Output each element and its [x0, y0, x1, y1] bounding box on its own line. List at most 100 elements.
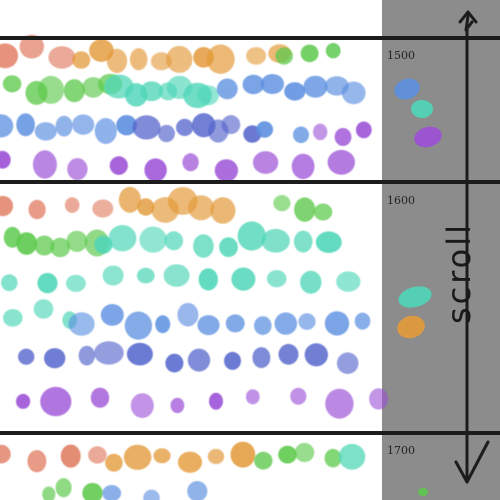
event-dot [354, 312, 371, 330]
event-dot [164, 231, 184, 251]
event-dot [132, 115, 161, 140]
event-dot [170, 397, 185, 414]
event-dot [355, 121, 372, 139]
event-dot [72, 114, 95, 135]
event-dot [0, 150, 11, 169]
event-dot [165, 353, 184, 373]
year-marker-1700: 1700 [387, 444, 415, 457]
event-dot [0, 195, 14, 217]
event-dot [256, 121, 274, 138]
event-dot [123, 444, 152, 470]
event-dot [130, 393, 154, 418]
event-dot [315, 231, 342, 253]
event-dot [158, 124, 175, 143]
event-dot [129, 48, 148, 71]
event-dot [105, 453, 123, 472]
event-dot [209, 392, 223, 410]
event-dot [82, 482, 103, 500]
event-dot [210, 197, 236, 224]
event-dot [246, 47, 267, 65]
event-dot [155, 315, 171, 334]
event-dot [37, 75, 65, 104]
event-dot [126, 342, 153, 366]
event-dot [290, 387, 307, 405]
event-dot [1, 274, 18, 292]
event-dot [42, 486, 56, 500]
event-dot [68, 312, 95, 336]
event-dot [72, 51, 91, 69]
panel-blobs [394, 78, 442, 496]
event-dot [66, 230, 88, 252]
event-dot [188, 195, 215, 221]
event-dot [336, 352, 359, 375]
event-dot [298, 313, 316, 330]
event-dot [37, 272, 58, 294]
event-dot [48, 46, 76, 69]
event-dot [294, 442, 315, 463]
event-dot [253, 316, 272, 335]
event-dot [27, 450, 47, 473]
event-dot [102, 265, 124, 286]
event-dot [89, 39, 114, 62]
event-dot [116, 115, 137, 136]
event-dot [369, 388, 389, 410]
event-dot [78, 345, 96, 366]
year-marker-1600: 1600 [387, 194, 415, 207]
event-dot [176, 118, 194, 136]
event-dot [294, 197, 316, 222]
event-dot [137, 198, 155, 216]
event-dot [67, 158, 88, 181]
event-dot [260, 74, 284, 94]
event-dot [34, 122, 57, 141]
era-lines [0, 36, 500, 435]
arrow-stroke [458, 10, 478, 24]
event-dot [90, 387, 110, 408]
event-dot [124, 311, 153, 340]
event-dot [40, 386, 72, 417]
event-dot [242, 74, 265, 95]
event-dot [16, 393, 31, 409]
panel-blob [411, 100, 433, 118]
event-dot [60, 444, 81, 468]
event-dot [252, 151, 279, 174]
event-dot [300, 270, 322, 294]
event-dot [0, 43, 19, 69]
event-dot [102, 485, 122, 500]
event-dot [252, 347, 271, 369]
event-dot [313, 203, 333, 221]
event-dot [216, 78, 238, 100]
event-dot [237, 221, 266, 251]
event-dot [198, 268, 218, 291]
event-dot [153, 448, 171, 464]
event-dot [293, 230, 313, 253]
event-dot [144, 158, 167, 182]
event-dot [197, 315, 220, 336]
event-dot [231, 267, 256, 291]
event-dot [136, 267, 155, 284]
year-marker-1500: 1500 [387, 49, 415, 62]
event-dot [32, 150, 57, 179]
event-dot [278, 445, 297, 464]
event-dot [338, 443, 366, 470]
event-dot [225, 314, 245, 333]
event-dot [206, 44, 235, 74]
event-dot [266, 270, 287, 288]
event-dot [92, 199, 114, 218]
event-dot [33, 299, 54, 319]
event-dot [0, 444, 11, 464]
event-dot [140, 81, 164, 102]
scroll-label: scroll [440, 221, 479, 325]
panel-blob [394, 78, 420, 100]
panel-blob [414, 126, 442, 148]
event-dot [325, 43, 341, 59]
event-dot [18, 348, 35, 365]
event-dot [55, 115, 73, 137]
event-dot [261, 228, 290, 253]
event-dot [230, 441, 256, 468]
dot-layer [0, 34, 389, 500]
event-dot [303, 75, 328, 98]
scroll-arrow[interactable] [454, 10, 490, 484]
event-dot [187, 348, 211, 372]
event-dot [341, 81, 366, 105]
